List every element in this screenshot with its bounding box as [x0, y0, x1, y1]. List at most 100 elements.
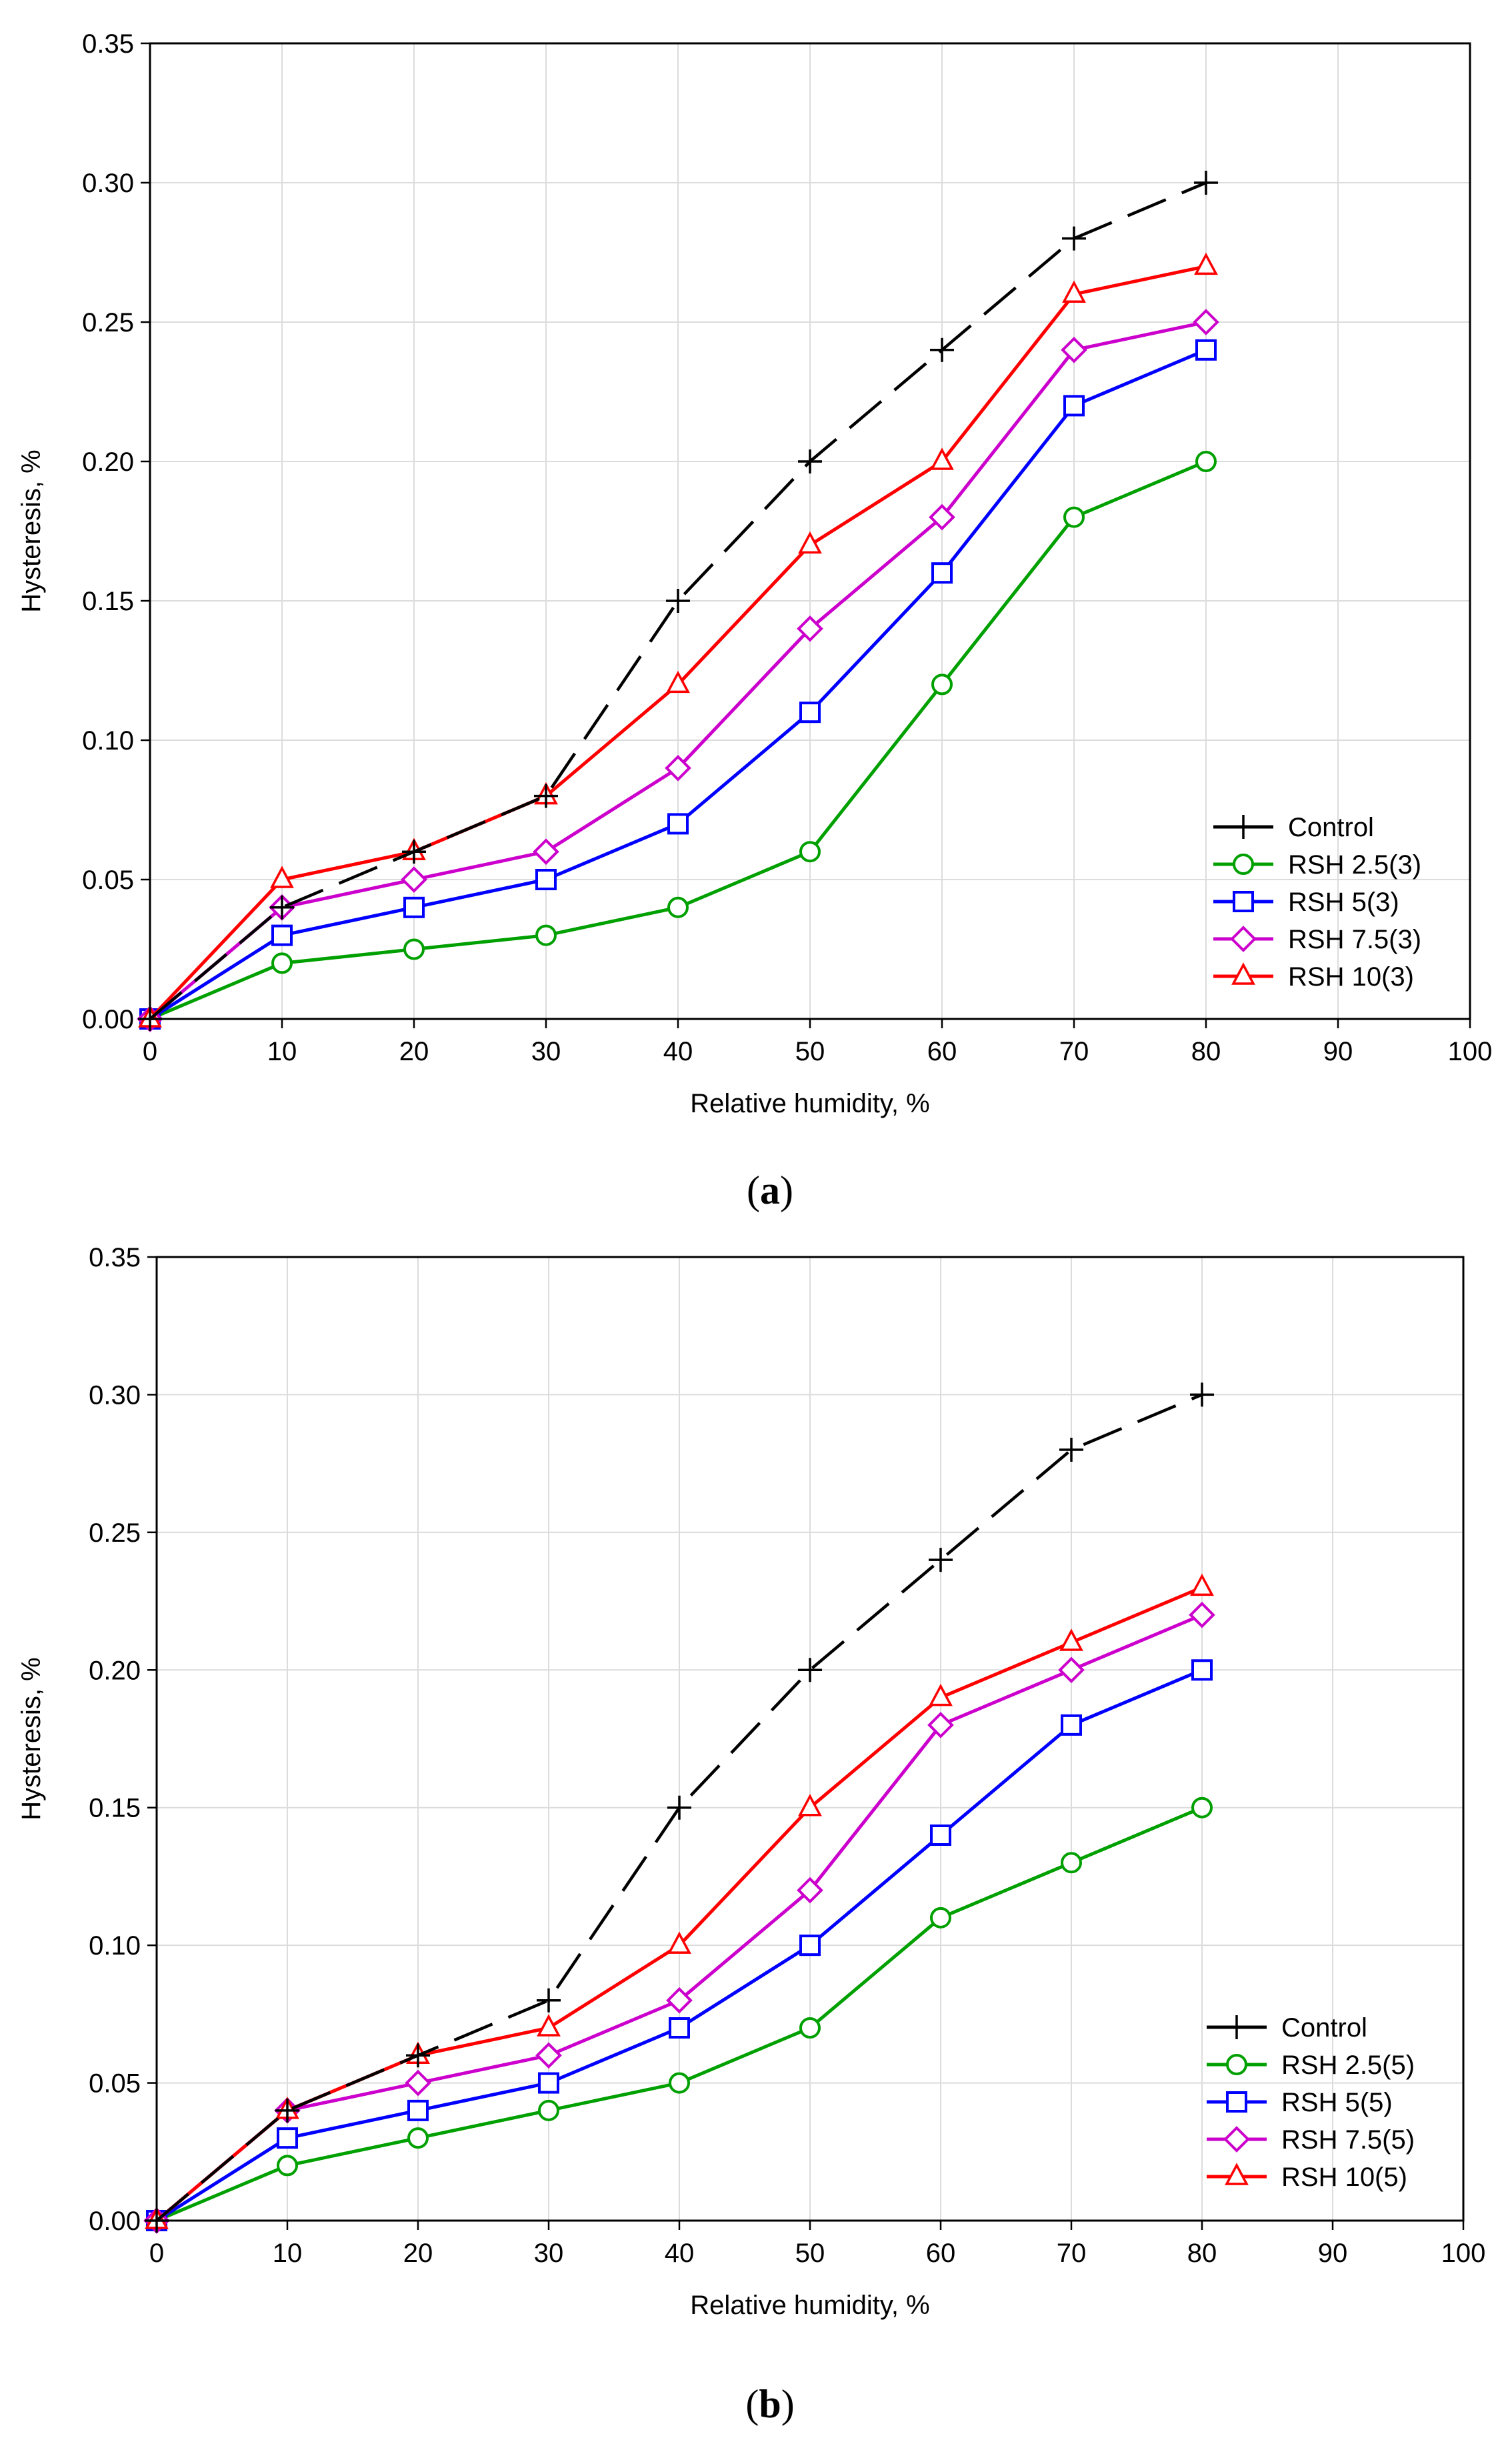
- x-tick-label: 40: [663, 1037, 693, 1066]
- diamond-marker: [1193, 309, 1219, 335]
- triangle-marker: [930, 447, 954, 470]
- triangle-marker: [1231, 962, 1255, 985]
- legend-label: RSH 7.5(3): [1288, 925, 1421, 954]
- diamond-marker: [797, 1877, 823, 1904]
- diamond-marker: [927, 1712, 954, 1738]
- circle-marker: [930, 1907, 951, 1929]
- legend-item: RSH 10(3): [1213, 962, 1414, 992]
- x-tick-label: 60: [927, 1037, 957, 1066]
- diamond-marker: [401, 866, 427, 893]
- x-tick-label: 20: [403, 2239, 433, 2268]
- x-tick-label: 10: [273, 2239, 303, 2268]
- y-tick-label: 0.25: [82, 308, 134, 337]
- y-tick-label: 0.00: [89, 2207, 141, 2236]
- x-tick-label: 60: [926, 2239, 956, 2268]
- series-3: [137, 309, 1219, 1032]
- square-marker: [277, 2127, 298, 2149]
- square-marker: [1061, 1714, 1082, 1736]
- diamond-marker: [1223, 2126, 1250, 2153]
- diamond-marker: [929, 503, 955, 531]
- x-axis-title: Relative humidity, %: [690, 2291, 929, 2320]
- x-tick-label: 50: [795, 2239, 825, 2268]
- x-tick-label: 0: [143, 1037, 157, 1066]
- diamond-marker: [533, 838, 559, 866]
- triangle-marker: [798, 531, 822, 554]
- triangle-marker: [1194, 252, 1218, 275]
- x-tick-label: 20: [399, 1037, 429, 1066]
- x-tick-label: 100: [1441, 2239, 1486, 2268]
- y-tick-label: 0.00: [82, 1005, 134, 1034]
- triangle-marker: [1190, 1573, 1214, 1596]
- y-tick-label: 0.30: [82, 169, 134, 198]
- x-tick-label: 80: [1187, 2239, 1217, 2268]
- circle-marker: [1195, 451, 1217, 472]
- square-marker: [1191, 1659, 1213, 1681]
- x-tick-label: 70: [1057, 2239, 1087, 2268]
- legend-label: RSH 10(3): [1288, 962, 1414, 992]
- y-axis-title: Hysteresis, %: [17, 1657, 46, 1820]
- circle-marker: [271, 952, 293, 974]
- x-tick-label: 0: [149, 2239, 164, 2268]
- legend-label: RSH 2.5(3): [1288, 850, 1421, 880]
- y-tick-label: 0.35: [82, 29, 134, 59]
- x-tick-label: 10: [267, 1037, 297, 1066]
- circle-marker: [1191, 1796, 1213, 1818]
- x-tick-label: 90: [1318, 2239, 1348, 2268]
- legend-label: RSH 2.5(5): [1281, 2051, 1415, 2080]
- diamond-marker: [1189, 1601, 1215, 1628]
- diamond-marker: [1230, 926, 1257, 952]
- circle-marker: [535, 924, 557, 946]
- circle-marker: [538, 2099, 559, 2121]
- y-tick-label: 0.25: [89, 1518, 141, 1548]
- circle-marker: [931, 674, 953, 696]
- triangle-marker: [1225, 2163, 1249, 2185]
- diamond-marker: [1061, 336, 1087, 363]
- diamond-marker: [535, 2042, 562, 2069]
- circle-marker: [403, 938, 425, 960]
- y-tick-label: 0.15: [82, 587, 134, 616]
- circle-marker: [667, 896, 689, 918]
- x-tick-label: 90: [1323, 1037, 1353, 1066]
- chart-panel-b: 0 10 20 30 40 50 60 70 80 90 100 0.00 0.05 0.10 0.15 0.…: [17, 1243, 1485, 2426]
- legend-item: Control: [1213, 813, 1374, 842]
- legend-item: Control: [1207, 2013, 1367, 2043]
- legend-item: RSH 7.5(5): [1207, 2125, 1415, 2155]
- y-tick-label: 0.35: [89, 1243, 141, 1272]
- square-marker: [667, 813, 689, 835]
- circle-marker: [277, 2155, 298, 2177]
- legend-item: RSH 10(5): [1207, 2163, 1407, 2192]
- figure-caption: (a): [747, 1168, 793, 1212]
- x-tick-label: 100: [1448, 1037, 1493, 1066]
- triangle-marker: [929, 1683, 953, 1706]
- circle-marker: [1233, 854, 1254, 875]
- diamond-marker: [665, 754, 691, 782]
- legend-label: RSH 7.5(5): [1281, 2125, 1415, 2155]
- y-tick-label: 0.20: [89, 1656, 141, 1685]
- legend: Control RSH 2.5(5) RSH 5(5) RSH 7.5(5) RSH 1…: [1207, 2013, 1415, 2192]
- y-tick-label: 0.20: [82, 447, 134, 477]
- legend-item: RSH 2.5(5): [1207, 2051, 1415, 2080]
- x-tick-label: 30: [534, 2239, 564, 2268]
- triangle-marker: [537, 2014, 561, 2037]
- legend-label: Control: [1288, 813, 1374, 842]
- y-tick-label: 0.10: [89, 1931, 141, 1961]
- y-axis-title: Hysteresis, %: [17, 449, 46, 613]
- square-marker: [1233, 891, 1254, 912]
- triangle-marker: [1059, 1628, 1083, 1651]
- triangle-marker: [666, 670, 690, 694]
- y-tick-label: 0.05: [82, 866, 134, 895]
- circle-marker: [1061, 1852, 1082, 1874]
- y-tick-label: 0.30: [89, 1380, 141, 1410]
- x-tick-label: 70: [1059, 1037, 1089, 1066]
- series-4: [138, 252, 1218, 1028]
- legend-label: RSH 5(3): [1288, 888, 1399, 917]
- diamond-marker: [1058, 1656, 1085, 1684]
- circle-marker: [799, 841, 821, 863]
- x-tick-label: 40: [665, 2239, 695, 2268]
- legend-label: RSH 10(5): [1281, 2163, 1407, 2192]
- triangle-marker: [798, 1794, 822, 1816]
- plot-frame: [155, 1256, 1465, 2222]
- square-marker: [1195, 339, 1217, 361]
- square-marker: [1063, 395, 1085, 417]
